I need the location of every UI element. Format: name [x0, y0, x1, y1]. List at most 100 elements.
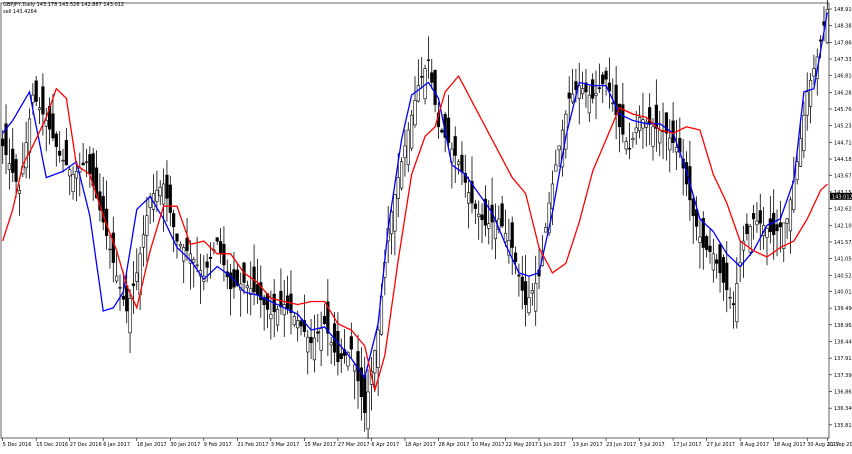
candle-body: [68, 169, 72, 177]
candle-body: [108, 248, 112, 251]
candle-body: [131, 283, 136, 286]
candle-body: [235, 269, 239, 286]
candle-body: [446, 117, 451, 144]
candle-body: [218, 241, 223, 254]
candle-body: [373, 350, 377, 374]
candle-body: [584, 82, 588, 93]
candle-body: [262, 296, 266, 305]
y-tick-label: 143.675: [834, 173, 852, 179]
candle-body: [617, 103, 622, 128]
candle-body: [751, 213, 756, 220]
candle-body: [115, 275, 119, 282]
candle-body: [735, 283, 739, 323]
candle-body: [430, 72, 434, 83]
candle-body: [654, 104, 658, 129]
candle-body: [64, 140, 68, 166]
y-tick-label: 135.815: [834, 423, 852, 429]
candle-body: [651, 126, 655, 147]
candle-body: [306, 336, 310, 353]
x-tick-label: 22 May 2017: [506, 442, 539, 448]
x-tick-label: 30 Aug 2017: [807, 442, 839, 448]
candle-body: [125, 285, 129, 312]
candle-body: [524, 281, 528, 305]
candle-body: [745, 223, 749, 235]
candle-body: [467, 192, 471, 204]
y-tick-label: 136.865: [834, 389, 852, 395]
y-tick-label: 146.810: [834, 74, 852, 80]
candle-body: [426, 59, 431, 61]
candle-body: [731, 303, 736, 305]
candle-body: [101, 196, 105, 223]
candle-body: [637, 117, 642, 131]
current-price-label: 143.012: [832, 194, 852, 200]
candle-body: [795, 161, 799, 180]
y-tick-label: 139.490: [834, 306, 852, 312]
x-tick-label: 13 Jun 2017: [573, 442, 603, 448]
candle-body: [249, 288, 253, 296]
candle-body: [121, 295, 125, 300]
candle-body: [785, 218, 789, 224]
current-price-tag: [830, 192, 852, 200]
y-tick-label: 148.385: [834, 24, 852, 30]
candle-body: [741, 240, 746, 251]
y-tick-label: 144.185: [834, 157, 852, 163]
candle-body: [61, 159, 65, 162]
x-tick-label: 21 Feb 2017: [237, 442, 268, 448]
y-tick-label: 144.710: [834, 140, 852, 146]
candle-body: [755, 220, 759, 226]
candle-body: [322, 315, 327, 324]
candle-body: [530, 290, 534, 294]
candle-body: [399, 161, 404, 189]
x-tick-label: 3 Mar 2017: [271, 442, 300, 448]
candle-body: [557, 145, 561, 151]
candle-body: [480, 214, 484, 221]
y-tick-label: 140.525: [834, 273, 852, 279]
candle-body: [31, 94, 35, 103]
candle-body: [554, 164, 558, 172]
candle-body: [567, 92, 571, 99]
candle-body: [728, 296, 732, 299]
candle-body: [393, 194, 397, 232]
candle-body: [376, 329, 380, 368]
x-tick-label: 18 Aug 2017: [774, 442, 806, 448]
plot-frame: [0, 2, 830, 439]
candle-body: [71, 174, 75, 192]
y-tick-label: 145.235: [834, 124, 852, 130]
candle-body: [336, 331, 340, 363]
candle-body: [175, 233, 179, 242]
candle-body: [396, 177, 400, 199]
candle-body: [255, 284, 260, 296]
y-tick-label: 136.340: [834, 406, 852, 412]
candle-body: [326, 301, 330, 334]
x-tick-label: 6 Apr 2017: [371, 442, 399, 448]
candle-body: [534, 282, 538, 312]
chart-symbol-header: GBPJPY,Daily 143.178 143.526 142.887 143…: [3, 2, 125, 8]
x-tick-label: 15 Mar 2017: [304, 442, 336, 448]
candle-body: [778, 222, 782, 228]
candle-body: [453, 136, 457, 156]
candle-body: [765, 228, 769, 238]
candle-body: [621, 104, 625, 135]
x-tick-label: 23 Jun 2017: [606, 442, 636, 448]
candle-body: [782, 222, 786, 249]
candle-body: [319, 328, 323, 351]
x-tick-label: 8 Aug 2017: [740, 442, 769, 448]
candle-body: [460, 154, 464, 173]
candle-body: [825, 9, 829, 44]
candle-body: [587, 94, 591, 114]
candle-body: [705, 236, 709, 250]
candle-body: [353, 364, 357, 372]
candle-body: [54, 133, 58, 147]
candle-body: [544, 227, 548, 233]
candle-body: [708, 245, 712, 253]
candle-body: [510, 222, 514, 248]
x-tick-label: 28 Apr 2017: [438, 442, 469, 448]
y-tick-label: 138.440: [834, 339, 852, 345]
x-tick-label: 27 Mar 2017: [338, 442, 370, 448]
y-tick-label: 137.390: [834, 373, 852, 379]
candle-body: [718, 244, 722, 274]
candle-body: [581, 88, 585, 95]
candle-body: [299, 320, 303, 327]
candle-body: [316, 331, 320, 334]
